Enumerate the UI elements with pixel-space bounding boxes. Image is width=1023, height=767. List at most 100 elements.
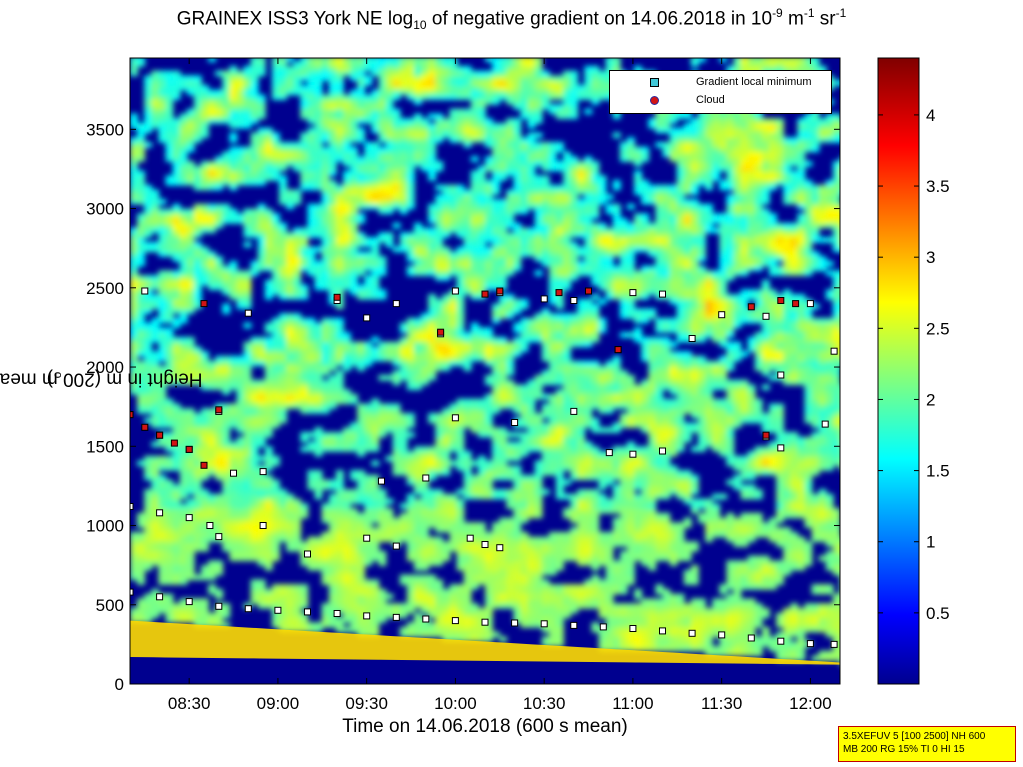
heatmap-cell [279, 536, 287, 543]
heatmap-cell [321, 203, 330, 210]
heatmap-cell [477, 89, 486, 96]
heatmap-cell [300, 237, 309, 243]
heatmap-cell [328, 498, 337, 505]
heatmap-cell [520, 512, 529, 519]
heatmap-cell [513, 503, 522, 509]
heatmap-cell [385, 208, 394, 215]
heatmap-cell [350, 275, 358, 281]
heatmap-cell [137, 569, 145, 576]
heatmap-cell [513, 612, 522, 619]
heatmap-cell [378, 527, 387, 533]
heatmap-cell [513, 251, 522, 257]
heatmap-cell [435, 593, 444, 600]
heatmap-cell [328, 384, 337, 391]
heatmap-cell [456, 403, 465, 410]
heatmap-cell [130, 58, 138, 62]
heatmap-cell [193, 265, 202, 272]
heatmap-cell [130, 308, 138, 314]
heatmap-cell [499, 127, 508, 134]
heatmap-cell [193, 351, 202, 357]
heatmap-cell [243, 527, 252, 533]
heatmap-cell [485, 184, 493, 191]
heatmap-cell [499, 598, 508, 604]
heatmap-cell [541, 413, 550, 419]
heatmap-cell [406, 351, 415, 357]
heatmap-cell [158, 379, 167, 386]
heatmap-cell [158, 527, 167, 533]
heatmap-cell [158, 89, 167, 96]
heatmap-cell [548, 451, 557, 457]
heatmap-cell [492, 151, 500, 158]
heatmap-cell [534, 313, 543, 319]
heatmap-cell [541, 455, 550, 462]
heatmap-cell [293, 503, 302, 509]
heatmap-cell [222, 175, 231, 181]
heatmap-cell [229, 165, 238, 172]
heatmap-cell [385, 531, 394, 538]
heatmap-cell [428, 460, 437, 467]
heatmap-cell [534, 607, 543, 614]
heatmap-cell [165, 227, 174, 234]
heatmap-cell [463, 251, 472, 257]
heatmap-cell [165, 218, 174, 224]
heatmap-cell [130, 146, 138, 153]
heatmap-cell [208, 536, 216, 543]
heatmap-cell [520, 555, 529, 562]
heatmap-cell [307, 346, 316, 352]
heatmap-cell [350, 246, 358, 253]
heatmap-cell [371, 161, 380, 167]
heatmap-cell [499, 579, 508, 585]
heatmap-cell [215, 365, 224, 372]
heatmap-cell [406, 137, 415, 143]
heatmap-cell [137, 336, 145, 343]
heatmap-cell [222, 384, 231, 391]
heatmap-cell [449, 84, 458, 91]
heatmap-cell [364, 199, 373, 205]
heatmap-cell [513, 546, 522, 552]
heatmap-cell [293, 327, 302, 333]
heatmap-cell [300, 432, 309, 438]
heatmap-cell [527, 474, 536, 481]
heatmap-cell [193, 522, 202, 528]
heatmap-cell [414, 75, 422, 81]
heatmap-cell [392, 175, 401, 181]
heatmap-cell [286, 332, 295, 338]
heatmap-cell [307, 58, 316, 62]
heatmap-cell [328, 232, 337, 238]
heatmap-cell [343, 446, 351, 452]
heatmap-cell [428, 512, 437, 519]
heatmap-cell [463, 479, 472, 486]
heatmap-cell [193, 213, 202, 219]
heatmap-cell [193, 432, 202, 438]
heatmap-cell [548, 398, 557, 405]
heatmap-cell [272, 413, 280, 419]
heatmap-cell [293, 370, 302, 376]
heatmap-cell [406, 232, 415, 238]
heatmap-cell [328, 218, 337, 224]
heatmap-cell [492, 251, 500, 257]
heatmap-cell [485, 579, 493, 585]
heatmap-cell [314, 70, 323, 77]
heatmap-cell [186, 546, 195, 552]
heatmap-cell [293, 70, 302, 77]
heatmap-cell [527, 194, 536, 200]
heatmap-cell [186, 289, 195, 295]
heatmap-cell [414, 474, 422, 481]
heatmap-cell [520, 199, 529, 205]
heatmap-cell [158, 355, 167, 362]
heatmap-cell [314, 151, 323, 158]
heatmap-cell [406, 588, 415, 595]
heatmap-cell [463, 218, 472, 224]
heatmap-cell [492, 208, 500, 215]
heatmap-cell [186, 298, 195, 305]
heatmap-cell [357, 156, 366, 162]
heatmap-cell [485, 123, 493, 129]
heatmap-cell [541, 165, 550, 172]
heatmap-cell [307, 479, 316, 486]
heatmap-cell [371, 170, 380, 177]
heatmap-cell [541, 199, 550, 205]
heatmap-cell [414, 541, 422, 547]
heatmap-cell [541, 232, 550, 238]
heatmap-cell [293, 161, 302, 167]
heatmap-cell [236, 70, 245, 77]
